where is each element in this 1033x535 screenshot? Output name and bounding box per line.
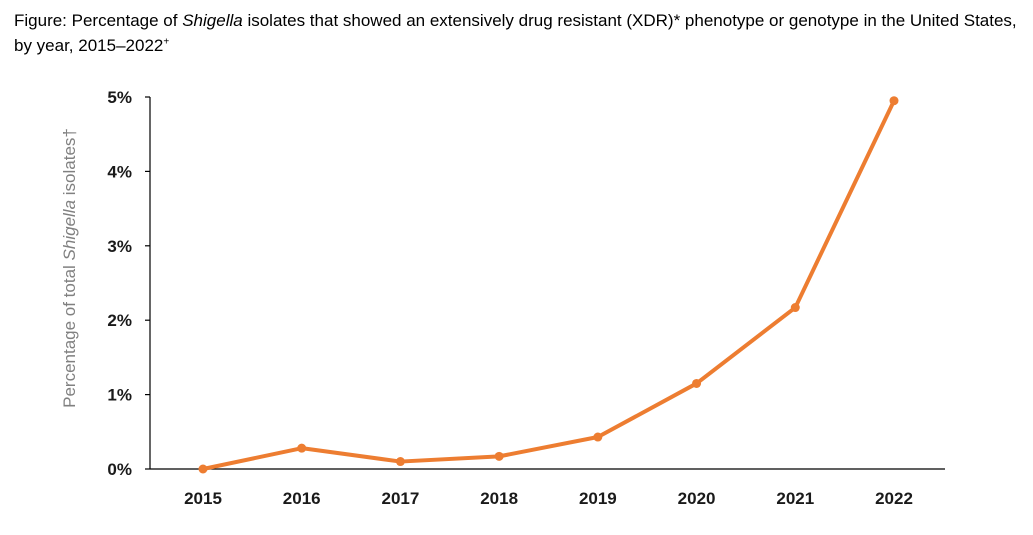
data-point [297,443,307,453]
data-point [692,378,702,388]
x-tick-label: 2017 [382,489,420,508]
y-tick-label: 4% [107,162,132,181]
chart-title: Figure: Percentage of Shigella isolates … [14,8,1019,58]
x-tick-label: 2016 [283,489,321,508]
data-point [198,464,208,474]
data-point [790,303,800,313]
data-point [593,432,603,442]
x-tick-label: 2021 [776,489,814,508]
x-tick-label: 2022 [875,489,913,508]
x-tick-label: 2015 [184,489,222,508]
y-tick-label: 2% [107,311,132,330]
data-point [889,96,899,106]
title-suffix: isolates that showed an extensively drug… [14,11,1017,55]
title-prefix: Figure: Percentage of [14,11,183,30]
title-mark: + [163,36,170,48]
title-italic: Shigella [182,11,243,30]
series-line [201,98,896,471]
y-tick-label: 0% [107,460,132,479]
y-tick-label: 3% [107,237,132,256]
x-tick-label: 2019 [579,489,617,508]
data-point [395,457,405,467]
y-tick-label: 5% [107,88,132,107]
y-tick-label: 1% [107,386,132,405]
data-point [494,451,504,461]
x-tick-label: 2018 [480,489,518,508]
x-tick-label: 2020 [678,489,716,508]
